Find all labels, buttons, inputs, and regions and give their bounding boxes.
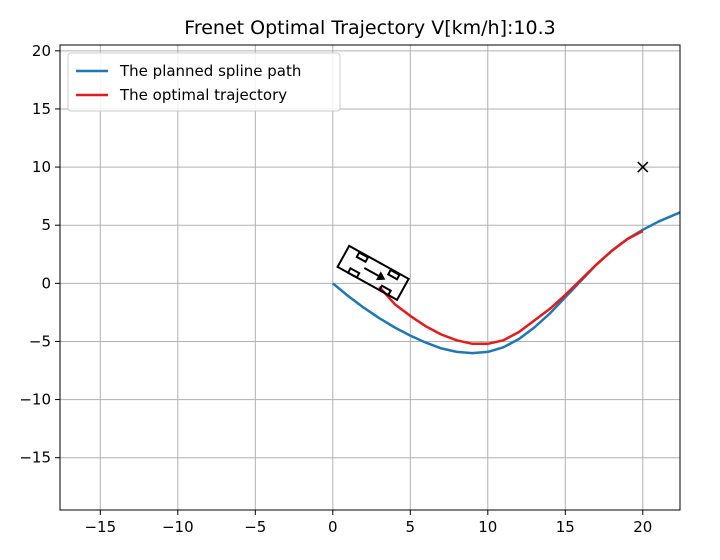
series-optimal-trajectory [378, 229, 644, 346]
heading-arrow [375, 271, 386, 281]
x-tick-label: 5 [406, 518, 416, 536]
legend-label-optimal-trajectory: The optimal trajectory [119, 86, 287, 104]
y-tick-label: 0 [41, 274, 51, 292]
y-tick-label: 20 [32, 42, 51, 60]
x-tick-label: −10 [162, 518, 194, 536]
car-wheel [386, 268, 401, 281]
markers [637, 161, 649, 173]
vehicle [336, 244, 411, 302]
x-tick-label: 0 [328, 518, 338, 536]
grid [60, 45, 680, 510]
ticks: −15 −10 −5 0 5 10 15 20 −15 −10 −5 0 5 10 15 20 [19, 42, 652, 536]
y-tick-label: 5 [41, 216, 51, 234]
goal-cross-marker [637, 161, 649, 173]
legend-box [67, 52, 341, 112]
x-tick-label: −5 [244, 518, 266, 536]
x-tick-label: −15 [84, 518, 116, 536]
y-tick-label: −5 [29, 332, 51, 350]
car-icon [336, 244, 411, 302]
chart-title: Frenet Optimal Trajectory V[km/h]:10.3 [184, 17, 555, 39]
legend-label-planned-path: The planned spline path [119, 62, 301, 80]
car-wheel [346, 266, 361, 279]
y-tick-label: 15 [32, 100, 51, 118]
x-tick-label: 20 [633, 518, 652, 536]
legend: The planned spline path The optimal traj… [67, 52, 341, 112]
y-tick-label: −15 [19, 449, 51, 467]
car-wheel [378, 284, 393, 297]
x-tick-label: 10 [478, 518, 497, 536]
axes-frame [59, 44, 681, 511]
x-tick-label: 15 [556, 518, 575, 536]
series-layer [332, 211, 680, 355]
y-tick-label: 10 [32, 158, 51, 176]
series-planned-spline-path [332, 211, 680, 355]
car-wheel [355, 251, 370, 264]
y-tick-label: −10 [19, 391, 51, 409]
